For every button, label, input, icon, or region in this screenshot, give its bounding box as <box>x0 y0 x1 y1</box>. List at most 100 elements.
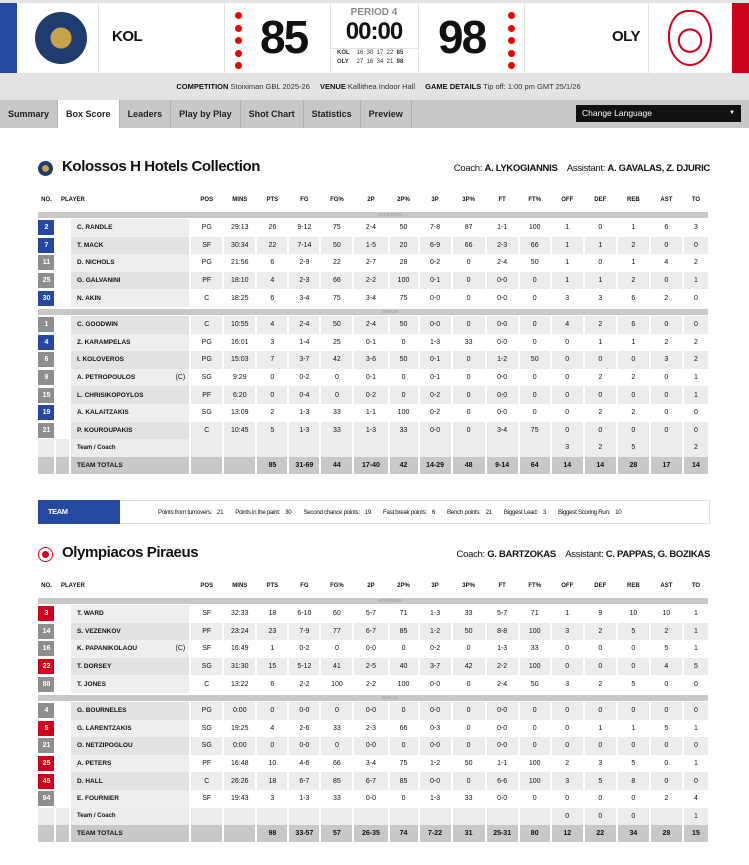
tab-box-score[interactable]: Box Score <box>58 100 120 128</box>
tab-leaders[interactable]: Leaders <box>120 100 172 128</box>
quarter-row-away: OLY 27 16 34 21 98 <box>337 59 404 65</box>
column-header[interactable]: MINS <box>232 197 248 203</box>
column-header[interactable]: PTS <box>266 583 279 589</box>
player-name[interactable]: P. KOUROUPAKIS <box>70 421 192 440</box>
player-row[interactable]: 16 K. PAPANIKOLAOU (C) SF 16:49 1 0-2 0 0-0 0 0-2 0… <box>38 640 711 658</box>
column-header[interactable]: REB <box>627 197 640 203</box>
column-header[interactable]: FT% <box>528 197 542 203</box>
language-select[interactable]: Change Language ▼ <box>576 105 741 122</box>
column-header[interactable]: OFF <box>561 197 574 203</box>
player-row[interactable]: 2 C. RANDLE PG 29:13 26 9-12 75 2-4 50 7-8 87 1-1 10… <box>38 219 711 237</box>
stat-pts: 4 <box>256 315 290 334</box>
column-header[interactable]: AST <box>660 197 673 203</box>
stat-pos: PG <box>190 254 225 272</box>
column-header[interactable]: REB <box>627 583 640 589</box>
player-name[interactable]: N. AKIN <box>70 289 192 307</box>
player-name[interactable]: S. VEZENKOV <box>70 622 192 641</box>
column-header[interactable]: 3P <box>431 197 439 203</box>
player-row[interactable]: 25 A. PETERS PF 16:48 10 4-6 66 3-4 75 1-2 50 1-1 10… <box>38 754 711 773</box>
player-row[interactable]: 7 T. MACK SF 30:34 22 7-14 50 1-5 20 6-9 66 2-3 66 1 1… <box>38 236 711 255</box>
column-header[interactable]: 3P% <box>462 197 475 203</box>
column-header[interactable]: 2P% <box>397 197 410 203</box>
column-header[interactable]: FG <box>300 197 309 203</box>
player-row[interactable]: 4 G. BOURNELES PG 0:00 0 0-0 0 0-0 0 0-0 0 0-0 0 0 0 0 0… <box>38 701 711 720</box>
player-name[interactable]: G. GALVANINI <box>70 271 192 290</box>
column-header[interactable]: FT% <box>528 583 542 589</box>
player-name[interactable]: Z. KARAMPELAS <box>70 333 192 352</box>
player-row[interactable]: 19 A. KALAITZAKIS SG 13:09 2 1-3 33 1-1 100 0-2 0 0… <box>38 403 711 422</box>
player-name[interactable]: C. GOODWIN <box>70 315 192 334</box>
column-header[interactable]: FG% <box>330 197 344 203</box>
column-header[interactable]: POS <box>200 197 214 203</box>
player-row[interactable]: 6 I. KOLOVEROS PG 15:03 7 3-7 42 3-6 50 0-1 0 1-2 50… <box>38 351 711 369</box>
column-header[interactable]: OFF <box>561 583 574 589</box>
tab-play-by-play[interactable]: Play by Play <box>171 100 241 128</box>
player-row[interactable]: 14 S. VEZENKOV PF 23:24 23 7-9 77 6-7 85 1-2 50 8-8… <box>38 622 711 641</box>
column-header[interactable]: TO <box>691 197 701 203</box>
player-name[interactable]: T. DORSEY <box>70 657 192 676</box>
player-name[interactable]: K. PAPANIKOLAOU (C) <box>70 640 192 658</box>
player-name[interactable]: I. KOLOVEROS <box>70 351 192 369</box>
player-row[interactable]: 21 P. KOUROUPAKIS C 10:45 5 1-3 33 1-3 33 0-0 0 3-4… <box>38 421 711 440</box>
player-row[interactable]: 15 L. CHRISIKOPOYLOS PF 6:20 0 0-4 0 0-2 0 0-2 0 0-… <box>38 386 711 404</box>
player-row[interactable]: 45 D. HALL C 26:26 18 6-7 85 6-7 85 0-0 0 6-6 100 3 5 8… <box>38 772 711 790</box>
column-header[interactable]: MINS <box>232 583 248 589</box>
tab-statistics[interactable]: Statistics <box>304 100 361 128</box>
player-row[interactable]: 94 E. FOURNIER SF 19:43 3 1-3 33 0-0 0 1-3 33 0-0 0 0… <box>38 789 711 808</box>
player-name[interactable]: T. WARD <box>70 605 192 623</box>
stat-off: 0 <box>550 719 585 738</box>
column-header[interactable]: 3P% <box>462 583 475 589</box>
tab-preview[interactable]: Preview <box>361 100 412 128</box>
player-row[interactable]: 9 A. PETROPOULOS (C) SG 9:29 0 0-2 0 0-1 0 0-1 0 0-0… <box>38 368 711 387</box>
column-header[interactable]: 3P <box>431 583 439 589</box>
player-row[interactable]: 4 Z. KARAMPELAS PG 16:01 3 1-4 25 0-1 0 1-3 33 0-0 0… <box>38 333 711 352</box>
stat-3p-pct: 0 <box>451 640 487 658</box>
player-name[interactable]: G. LARENTZAKIS <box>70 719 192 738</box>
player-row[interactable]: 88 T. JONES C 13:22 6 2-2 100 2-2 100 0-0 0 2-4 50 3 2… <box>38 675 711 693</box>
player-name[interactable]: C. RANDLE <box>70 219 192 237</box>
player-name[interactable]: A. KALAITZAKIS <box>70 403 192 422</box>
away-team-logo[interactable] <box>668 10 712 66</box>
player-name[interactable]: L. CHRISIKOPOYLOS <box>70 386 192 404</box>
player-name[interactable]: D. NICHOLS <box>70 254 192 272</box>
player-name[interactable]: A. PETERS <box>70 754 192 773</box>
column-header[interactable]: AST <box>660 583 673 589</box>
tab-summary[interactable]: Summary <box>0 100 59 128</box>
tab-shot-chart[interactable]: Shot Chart <box>241 100 304 128</box>
player-row[interactable]: 3 T. WARD SF 32:33 18 6-10 60 5-7 71 1-3 33 5-7 71 1 9… <box>38 605 711 623</box>
column-header[interactable]: PLAYER <box>61 583 85 589</box>
column-header[interactable]: FG <box>300 583 309 589</box>
player-row[interactable]: 1 C. GOODWIN C 10:55 4 2-4 50 2-4 50 0-0 0 0-0 0 4 2 6 0… <box>38 315 711 334</box>
column-header[interactable]: 2P <box>367 583 375 589</box>
player-name[interactable]: E. FOURNIER <box>70 789 192 808</box>
player-row[interactable]: 25 G. GALVANINI PF 18:10 4 2-3 66 2-2 100 0-1 0 0-0… <box>38 271 711 290</box>
column-header[interactable]: DEF <box>594 197 607 203</box>
stat-def: 1 <box>583 719 618 738</box>
stat-ft-pct: 33 <box>518 640 552 658</box>
player-row[interactable]: 21 O. NETZIPOGLOU SG 0:00 0 0-0 0 0-0 0 0-0 0 0-0 0 0… <box>38 737 711 755</box>
player-name[interactable]: T. JONES <box>70 675 192 693</box>
column-header[interactable]: TO <box>691 583 701 589</box>
player-name[interactable]: D. HALL <box>70 772 192 790</box>
column-header[interactable]: DEF <box>594 583 607 589</box>
column-header[interactable]: 2P% <box>397 583 410 589</box>
player-row[interactable]: 11 D. NICHOLS PG 21:56 6 2-9 22 2-7 28 0-2 0 2-4 50 1… <box>38 254 711 272</box>
player-name[interactable]: A. PETROPOULOS (C) <box>70 368 192 387</box>
column-header[interactable]: POS <box>200 583 214 589</box>
player-row[interactable]: 22 T. DORSEY SG 31:30 15 5-12 41 2-5 40 3-7 42 2-2 1… <box>38 657 711 676</box>
player-name[interactable]: G. BOURNELES <box>70 701 192 720</box>
column-header[interactable]: NO. <box>41 197 52 203</box>
column-header[interactable]: 2P <box>367 197 375 203</box>
column-header[interactable]: FT <box>498 583 506 589</box>
player-row[interactable]: 5 G. LARENTZAKIS SG 19:25 4 2-6 33 2-3 66 0-3 0 0-0… <box>38 719 711 738</box>
column-header[interactable]: FT <box>498 197 506 203</box>
column-header[interactable]: FG% <box>330 583 344 589</box>
player-name[interactable]: T. MACK <box>70 236 192 255</box>
stat-pts: 3 <box>256 789 290 808</box>
player-name[interactable]: O. NETZIPOGLOU <box>70 737 192 755</box>
column-header[interactable]: PLAYER <box>61 197 85 203</box>
home-team-logo[interactable] <box>35 12 87 64</box>
player-row[interactable]: 30 N. AKIN C 18:25 6 3-4 75 3-4 75 0-0 0 0-0 0 3 3 6 2 0 <box>38 289 711 307</box>
column-header[interactable]: PTS <box>266 197 279 203</box>
column-header[interactable]: NO. <box>41 583 52 589</box>
